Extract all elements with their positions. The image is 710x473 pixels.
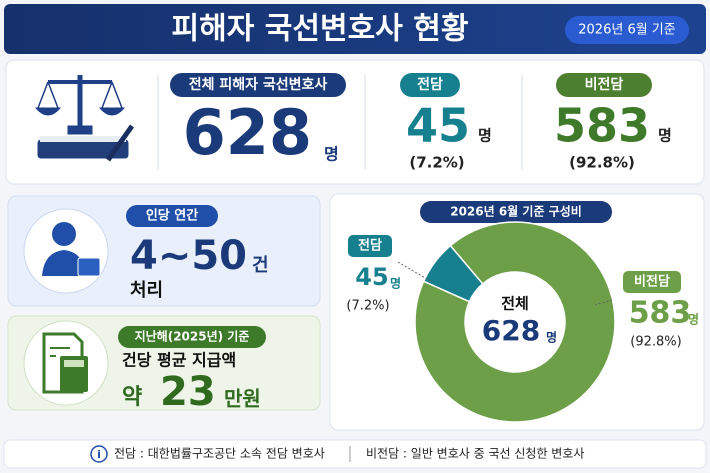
center-value: 628 <box>482 314 540 347</box>
donut-hole <box>466 273 564 371</box>
scales-icon <box>34 75 135 162</box>
dedicated-label: 전담 <box>417 76 443 93</box>
card-unit: 만원 <box>224 387 261 411</box>
slice-tag <box>623 271 681 293</box>
total-tag <box>170 73 346 97</box>
card-tag <box>126 205 218 227</box>
unit: 명 <box>478 127 492 145</box>
info-icon-glyph: i <box>97 448 101 461</box>
card-tag-text: 지난해(2025년) 기준 <box>135 329 250 344</box>
info-icon <box>90 445 108 463</box>
donut-slice <box>414 221 616 423</box>
card-value: 23 <box>160 369 216 415</box>
leader-line <box>594 299 613 306</box>
card-value: 4~50 <box>130 233 247 279</box>
unit: 명 <box>688 313 699 327</box>
chart-title: 2026년 6월 기준 구성비 <box>450 204 582 219</box>
person-icon <box>42 222 101 277</box>
card-tag <box>118 326 266 348</box>
calc-icon <box>42 332 88 394</box>
unit: 명 <box>324 145 339 164</box>
slice-percent: (7.2%) <box>346 299 389 314</box>
footnote: 비전담 : 일반 변호사 중 국선 신청한 변호사 <box>366 447 584 461</box>
slice-percent: (92.8%) <box>630 335 681 350</box>
title: 피해자 국선변호사 현황 <box>172 12 469 47</box>
dedicated-percent: (7.2%) <box>409 154 464 172</box>
non-dedicated-value: 583 <box>554 99 650 153</box>
card-tag-text: 인당 연간 <box>146 208 198 224</box>
slice-value: 45 <box>355 263 388 291</box>
chart-title-bg <box>420 201 612 223</box>
footer <box>3 439 707 469</box>
card-text: 건당 평균 지급액 <box>122 351 236 370</box>
date-badge <box>565 16 689 44</box>
footnote: 전담 : 대한법률구조공단 소속 전담 변호사 <box>114 447 325 461</box>
slice-tag <box>348 235 392 257</box>
header-band <box>4 4 706 54</box>
center-label: 전체 <box>501 295 529 313</box>
unit: 명 <box>390 277 401 291</box>
leader-line <box>397 261 433 283</box>
total-label: 전체 피해자 국선변호사 <box>189 76 328 93</box>
slice-label: 비전담 <box>634 274 670 290</box>
unit: 명 <box>546 331 557 345</box>
slice-label: 전담 <box>358 238 382 254</box>
card-prefix: 약 <box>122 385 142 410</box>
card-sub: 처리 <box>130 280 163 301</box>
total-value: 628 <box>183 96 312 169</box>
unit: 명 <box>658 127 672 145</box>
non-dedicated-label: 비전담 <box>585 76 624 93</box>
dedicated-tag <box>400 73 460 97</box>
date-badge-text: 2026년 6월 기준 <box>578 23 675 38</box>
dedicated-value: 45 <box>406 99 470 153</box>
non-dedicated-percent: (92.8%) <box>569 154 635 172</box>
card-unit: 건 <box>252 255 269 276</box>
slice-value: 583 <box>629 296 692 331</box>
non-dedicated-tag <box>556 73 652 97</box>
